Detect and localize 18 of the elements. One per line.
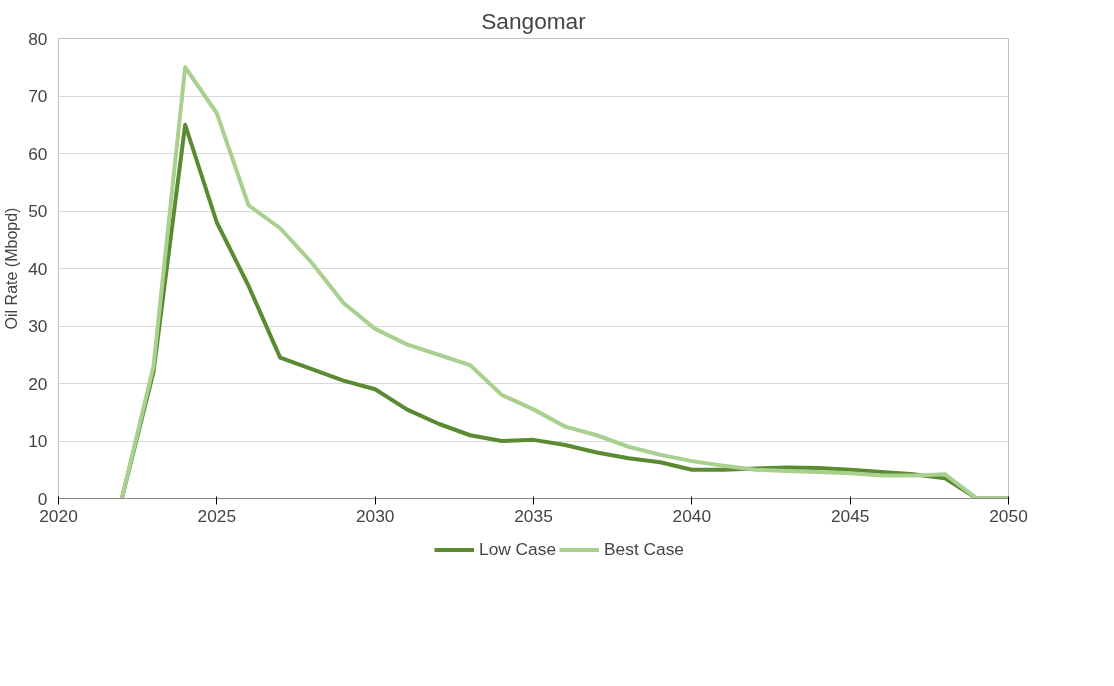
- x-tick-label: 2040: [672, 505, 712, 526]
- chart-title: Sangomar: [481, 7, 587, 34]
- x-tick-label: 2050: [989, 505, 1028, 526]
- y-tick-label: 20: [28, 373, 48, 394]
- legend-label: Best Case: [604, 538, 685, 560]
- y-axis-title: Oil Rate (Mbopd): [3, 207, 21, 330]
- x-tick-label: 2045: [830, 505, 870, 526]
- x-tick-label: 2025: [197, 505, 237, 526]
- y-tick-label: 70: [28, 86, 48, 106]
- y-tick-label: 30: [28, 316, 48, 336]
- y-tick-label: 60: [28, 143, 48, 164]
- y-tick-label: 10: [28, 431, 48, 451]
- y-tick-label: 40: [28, 258, 48, 279]
- legend-label: Low Case: [478, 538, 557, 560]
- x-tick-label: 2035: [514, 505, 553, 526]
- y-tick-label: 50: [28, 201, 48, 221]
- x-tick-label: 2030: [355, 505, 395, 526]
- y-tick-label: 80: [28, 28, 48, 49]
